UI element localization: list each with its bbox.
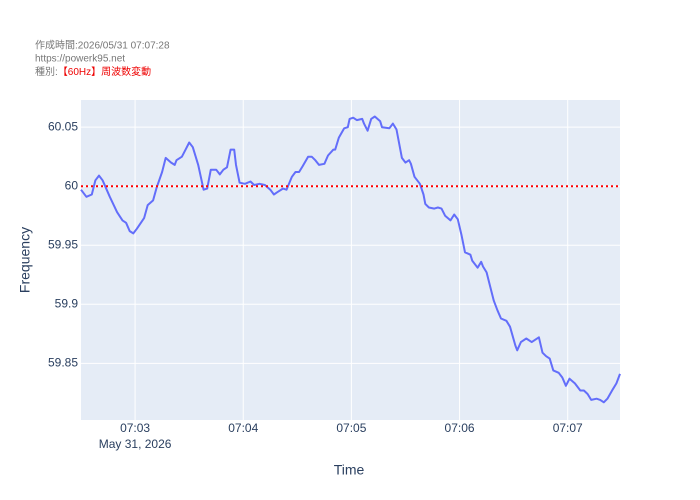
y-axis-title: Frequency xyxy=(17,227,33,293)
x-date-label: May 31, 2026 xyxy=(99,437,172,451)
x-axis-title: Time xyxy=(334,462,365,478)
y-tick-label: 59.9 xyxy=(55,296,79,310)
y-tick-label: 60.05 xyxy=(48,119,78,133)
plot-area xyxy=(81,100,620,420)
data-line xyxy=(80,115,621,404)
chart-title: 作成時間:2026/05/31 07:07:28 xyxy=(35,40,170,52)
kind-label: 種別: xyxy=(35,65,58,78)
chart-subtitle: https://powerk95.net xyxy=(35,54,125,65)
y-tick-label: 59.95 xyxy=(48,237,78,251)
x-tick-label: 07:04 xyxy=(228,421,258,435)
x-tick-label: 07:07 xyxy=(553,421,583,435)
kind-line: 種別:【60Hz】周波数変動 xyxy=(35,65,151,78)
x-tick-label: 07:06 xyxy=(445,421,475,435)
y-tick-label: 60 xyxy=(65,178,79,192)
y-tick-label: 59.85 xyxy=(48,355,78,369)
kind: 【60Hz】周波数変動 xyxy=(58,65,151,78)
x-tick-label: 07:05 xyxy=(336,421,366,435)
x-tick-label: 07:03 xyxy=(120,421,150,435)
